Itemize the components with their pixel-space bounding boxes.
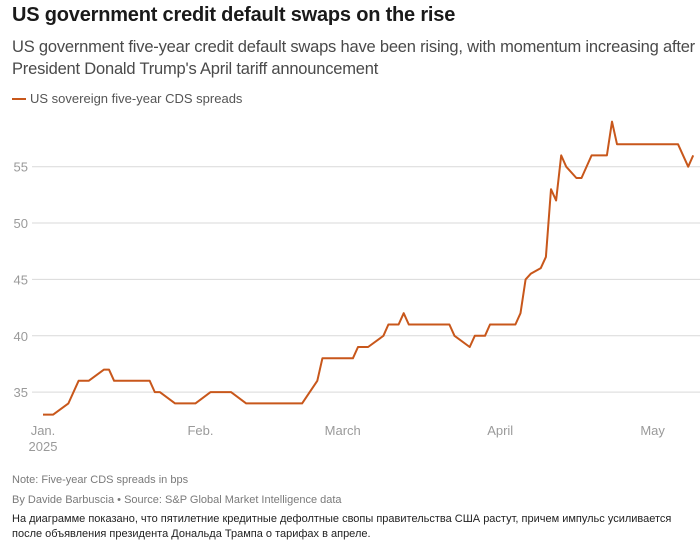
- x-tick-label: April: [487, 423, 513, 438]
- y-tick-label: 40: [14, 329, 28, 344]
- y-tick-label: 55: [14, 160, 28, 175]
- series-line-cds-spreads: [43, 120, 695, 416]
- x-tick-label: May: [640, 423, 665, 438]
- legend-label: US sovereign five-year CDS spreads: [30, 91, 243, 106]
- x-tick-label: Feb.: [187, 423, 213, 438]
- x-tick-label: Jan.: [31, 423, 56, 438]
- chart-title: US government credit default swaps on th…: [12, 4, 456, 26]
- x-tick-label: March: [325, 423, 361, 438]
- x-tick-sublabel: 2025: [29, 439, 58, 454]
- caption: На диаграмме показано, что пятилетние кр…: [12, 513, 672, 540]
- y-tick-label: 35: [14, 385, 28, 400]
- x-axis-ticks: Jan.2025 Feb. March April May: [29, 423, 666, 454]
- line-chart: 35 40 45 50 55 Jan.2025 Feb. March April May: [14, 120, 700, 454]
- y-tick-label: 50: [14, 216, 28, 231]
- legend: US sovereign five-year CDS spreads: [12, 91, 242, 106]
- source-byline: By Davide Barbuscia • Source: S&P Global…: [12, 494, 342, 506]
- gridlines: [32, 166, 700, 393]
- y-tick-label: 45: [14, 272, 28, 287]
- legend-swatch: [12, 97, 26, 100]
- y-axis-ticks: 35 40 45 50 55: [14, 160, 28, 400]
- chart-subtitle: US government five-year credit default s…: [12, 38, 695, 78]
- footnote: Note: Five-year CDS spreads in bps: [12, 474, 189, 486]
- series-layer: [43, 120, 695, 416]
